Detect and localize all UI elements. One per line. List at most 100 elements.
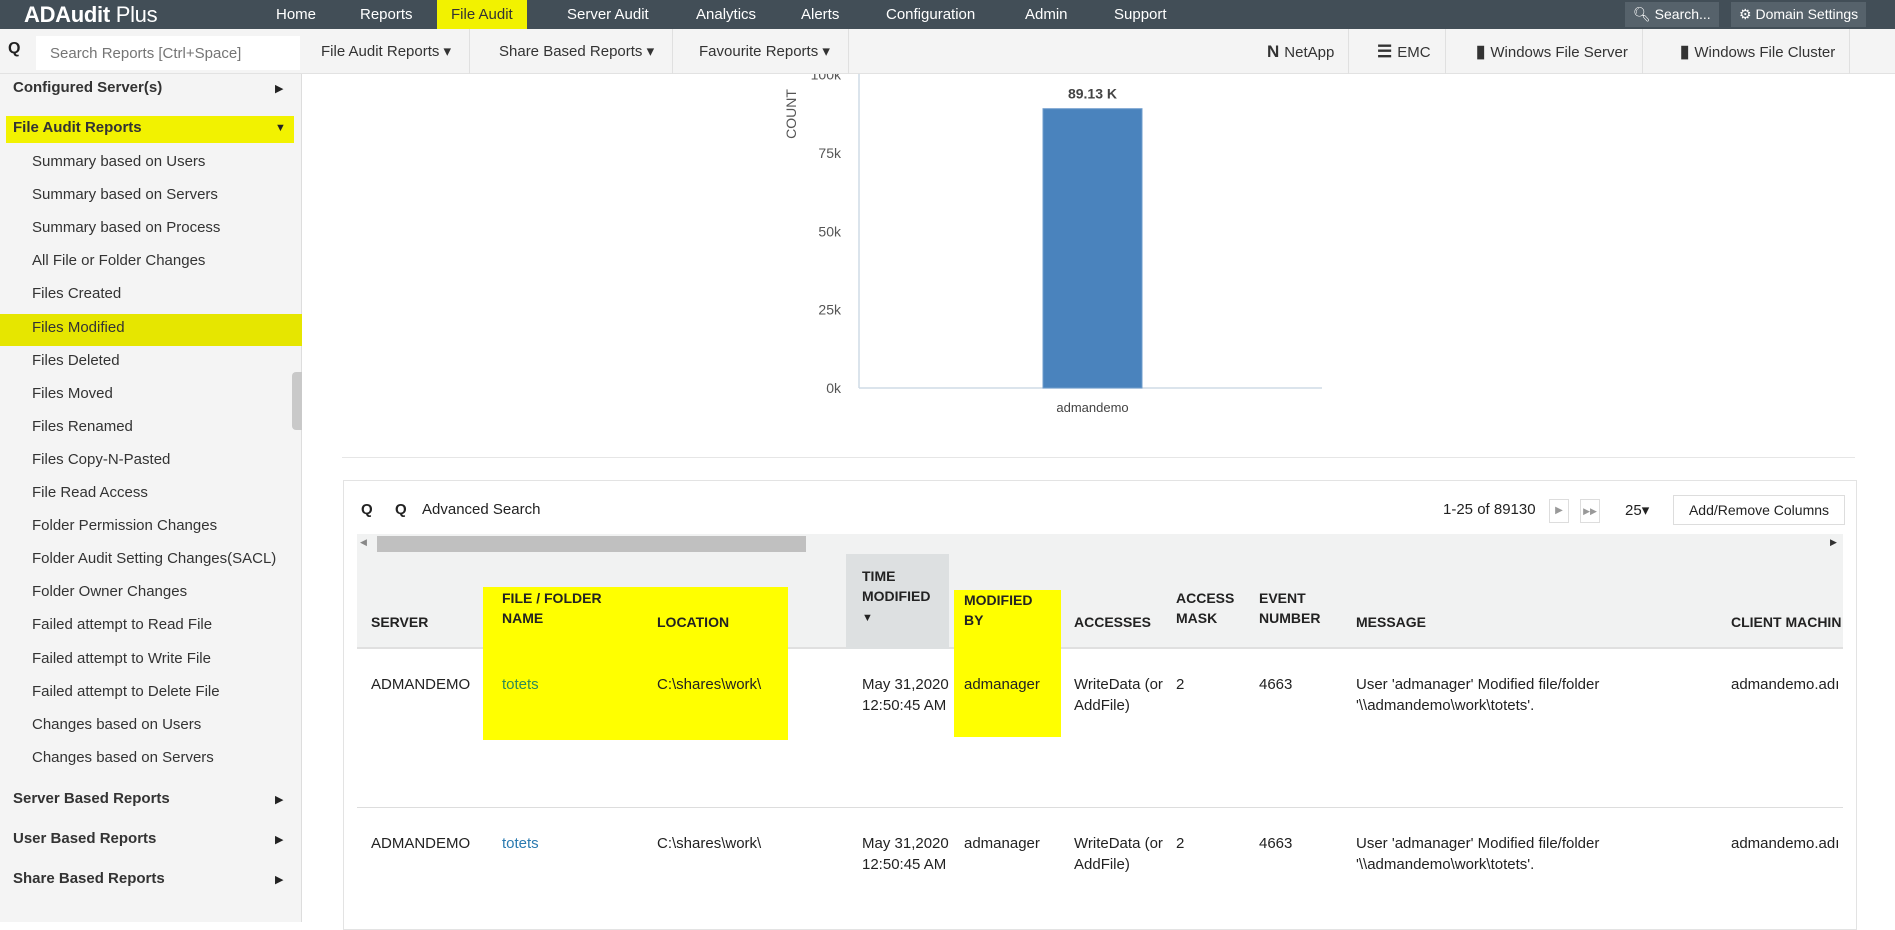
table-cell: ADMANDEMO: [371, 835, 471, 852]
sidebar-item[interactable]: Changes based on Servers: [32, 748, 214, 766]
sidebar-item[interactable]: Files Copy-N-Pasted: [32, 450, 171, 468]
table-cell: admanager: [964, 676, 1040, 693]
advanced-search-link[interactable]: Advanced Search: [422, 501, 541, 518]
table-cell[interactable]: totets: [502, 835, 539, 852]
sidebar-item[interactable]: Folder Permission Changes: [32, 517, 218, 535]
sidebar-item[interactable]: Files Deleted: [32, 351, 120, 369]
sidebar-item[interactable]: Summary based on Servers: [32, 186, 218, 204]
divider: [342, 457, 1855, 458]
search-reports-input[interactable]: [36, 36, 300, 70]
data-label: 89.13 K: [1068, 86, 1117, 102]
nav-alerts[interactable]: Alerts: [801, 6, 840, 23]
y-tick-label: 100k: [811, 74, 842, 83]
y-axis-label: COUNT: [783, 89, 799, 139]
sidebar-group[interactable]: Server Based Reports: [13, 790, 170, 807]
next-page-button[interactable]: ▶: [1549, 499, 1569, 523]
sidebar-item[interactable]: Folder Audit Setting Changes(SACL): [32, 550, 277, 568]
pagination-info: 1-25 of 89130: [1443, 501, 1536, 518]
scroll-right-icon[interactable]: ▶: [1830, 537, 1837, 547]
table-cell[interactable]: totets: [502, 676, 539, 693]
sidebar-item[interactable]: Folder Owner Changes: [32, 583, 188, 601]
sidebar-item[interactable]: Summary based on Process: [32, 219, 221, 237]
nav-home[interactable]: Home: [276, 6, 317, 23]
add-remove-columns-button[interactable]: Add/Remove Columns: [1673, 495, 1845, 525]
table-cell: admanager: [964, 835, 1040, 852]
domain-settings-button[interactable]: ⚙ Domain Settings: [1731, 2, 1867, 27]
cluster-icon: ▮: [1680, 42, 1690, 61]
chevron-right-icon[interactable]: ▶: [275, 874, 284, 886]
vendor-netapp[interactable]: N NetApp: [1253, 29, 1350, 74]
last-page-button[interactable]: ▶▶: [1580, 499, 1600, 523]
sidebar-item[interactable]: Files Renamed: [32, 417, 133, 435]
global-search-button[interactable]: 🔍︎ Search...: [1625, 2, 1719, 27]
scroll-left-icon[interactable]: ◀: [360, 537, 367, 547]
sidebar-item[interactable]: Changes based on Users: [32, 715, 202, 733]
column-header[interactable]: MESSAGE: [1356, 614, 1427, 630]
column-header[interactable]: EVENT NUMBER: [1259, 590, 1321, 626]
menu-file-audit-reports[interactable]: File Audit Reports ▾: [303, 29, 471, 74]
page-size-select[interactable]: 25▾: [1625, 502, 1650, 519]
server-icon: ▮: [1476, 42, 1486, 61]
nav-support[interactable]: Support: [1114, 6, 1167, 23]
column-header[interactable]: CLIENT MACHIN: [1731, 614, 1842, 630]
sidebar-item[interactable]: Files Modified: [32, 318, 125, 336]
sidebar-group[interactable]: User Based Reports: [13, 830, 157, 847]
sidebar: [0, 74, 302, 922]
annotation-highlight: [954, 590, 1061, 737]
column-header[interactable]: MODIFIED BY: [964, 592, 1033, 628]
bar: [1042, 108, 1143, 389]
vendor-windows-file-server[interactable]: ▮ Windows File Server: [1462, 29, 1643, 74]
menu-share-based-reports[interactable]: Share Based Reports ▾: [481, 29, 674, 74]
chevron-right-icon[interactable]: ▶: [275, 83, 284, 95]
horizontal-scrollbar-thumb[interactable]: [377, 536, 806, 552]
chevron-right-icon[interactable]: ▶: [275, 794, 284, 806]
vendor-emc[interactable]: ☰ EMC: [1363, 29, 1446, 74]
nav-admin[interactable]: Admin: [1025, 6, 1068, 23]
column-header[interactable]: LOCATION: [657, 614, 730, 630]
top-navbar: [0, 0, 1895, 29]
sidebar-collapse-handle[interactable]: [292, 372, 302, 430]
grid-search-icon[interactable]: Q: [361, 501, 373, 518]
column-header[interactable]: TIME MODIFIED ▼: [862, 566, 930, 628]
chevron-down-icon[interactable]: ▼: [275, 122, 286, 134]
vendor-windows-file-cluster[interactable]: ▮ Windows File Cluster: [1666, 29, 1851, 74]
x-tick-label: admandemo: [1056, 400, 1128, 415]
column-header[interactable]: ACCESSES: [1074, 614, 1152, 630]
table-cell: C:\shares\work\: [657, 835, 762, 852]
menu-favourite-reports[interactable]: Favourite Reports ▾: [681, 29, 849, 74]
nav-file-audit[interactable]: File Audit: [437, 0, 527, 29]
column-header[interactable]: SERVER: [371, 614, 429, 630]
report-toolbar: [0, 29, 1895, 74]
sidebar-item[interactable]: Files Created: [32, 285, 122, 303]
netapp-icon: N: [1267, 42, 1280, 61]
table-cell: 2: [1176, 676, 1185, 693]
sidebar-selected-highlight: [0, 314, 302, 346]
report-search-icon[interactable]: Q: [8, 40, 21, 57]
sidebar-item[interactable]: Failed attempt to Delete File: [32, 682, 220, 700]
sidebar-item[interactable]: All File or Folder Changes: [32, 252, 206, 270]
sidebar-item[interactable]: File Read Access: [32, 484, 148, 501]
sidebar-highlight: [6, 116, 294, 143]
nav-reports[interactable]: Reports: [360, 6, 413, 23]
sidebar-item[interactable]: Failed attempt to Read File: [32, 616, 213, 634]
table-cell: ADMANDEMO: [371, 676, 471, 693]
sidebar-configured-servers[interactable]: Configured Server(s): [13, 79, 163, 96]
y-tick-label: 75k: [818, 145, 842, 161]
y-tick-label: 0k: [826, 380, 842, 396]
column-header[interactable]: ACCESS MASK: [1176, 590, 1235, 626]
nav-analytics[interactable]: Analytics: [696, 6, 757, 23]
app-logo[interactable]: ADAudit Plus: [24, 2, 158, 27]
table-cell: User 'admanager' Modified file/folder '\…: [1356, 676, 1600, 714]
sidebar-group[interactable]: Share Based Reports: [13, 870, 165, 887]
sidebar-item[interactable]: Summary based on Users: [32, 153, 206, 170]
advanced-search-icon[interactable]: Q: [395, 501, 407, 518]
gear-icon: ⚙: [1739, 6, 1752, 22]
sidebar-item[interactable]: Files Moved: [32, 384, 113, 402]
column-header[interactable]: FILE / FOLDER NAME: [502, 590, 602, 626]
sidebar-file-audit-reports[interactable]: File Audit Reports: [13, 119, 142, 136]
chevron-right-icon[interactable]: ▶: [275, 834, 284, 846]
sidebar-item[interactable]: Failed attempt to Write File: [32, 649, 211, 667]
nav-configuration[interactable]: Configuration: [886, 6, 976, 23]
search-icon: 🔍︎: [1633, 6, 1651, 22]
nav-server-audit[interactable]: Server Audit: [567, 6, 649, 23]
